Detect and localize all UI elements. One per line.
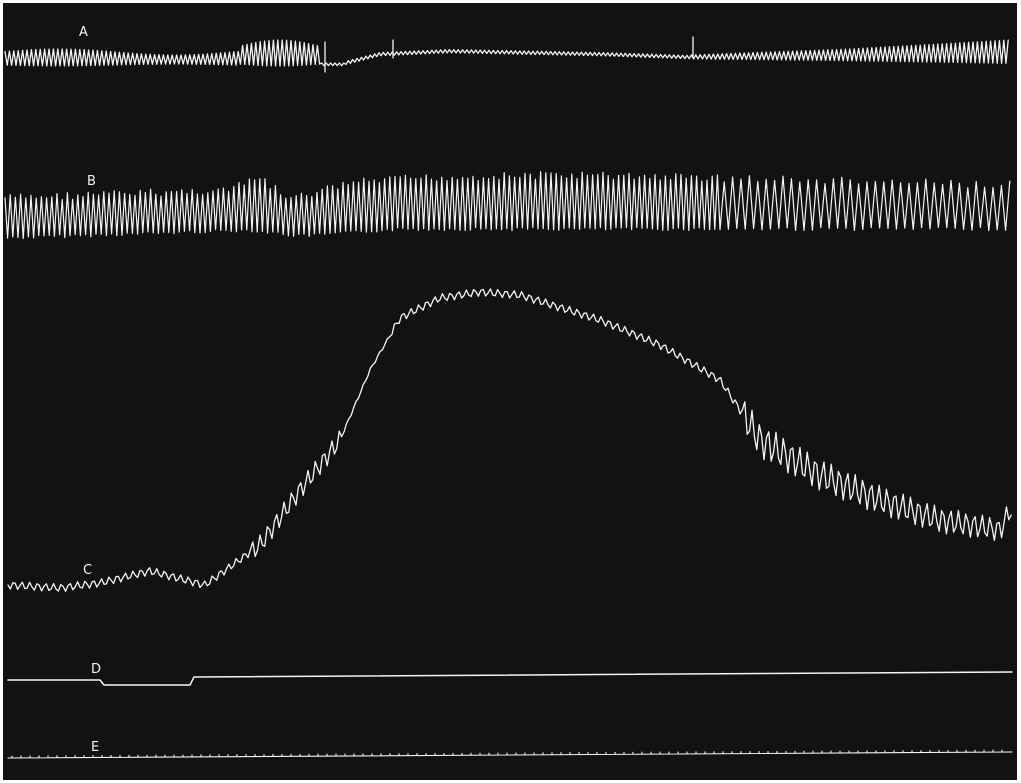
trace-c-label: C <box>83 563 92 578</box>
trace-b-label: B <box>87 174 96 189</box>
trace-e-label: E <box>91 740 99 755</box>
trace-a-label: A <box>79 25 88 40</box>
trace-e: E <box>7 740 1013 759</box>
trace-d-line <box>7 671 1013 686</box>
trace-d: D <box>7 662 1013 686</box>
trace-c: C <box>7 288 1012 592</box>
trace-b-line <box>4 171 1011 240</box>
trace-c-line <box>7 288 1012 592</box>
trace-a: A <box>4 25 1009 73</box>
trace-a-line <box>4 36 1009 73</box>
trace-e-line <box>7 749 1013 759</box>
recording-plate <box>3 3 1017 780</box>
trace-b: B <box>4 171 1011 240</box>
trace-d-label: D <box>91 662 101 677</box>
